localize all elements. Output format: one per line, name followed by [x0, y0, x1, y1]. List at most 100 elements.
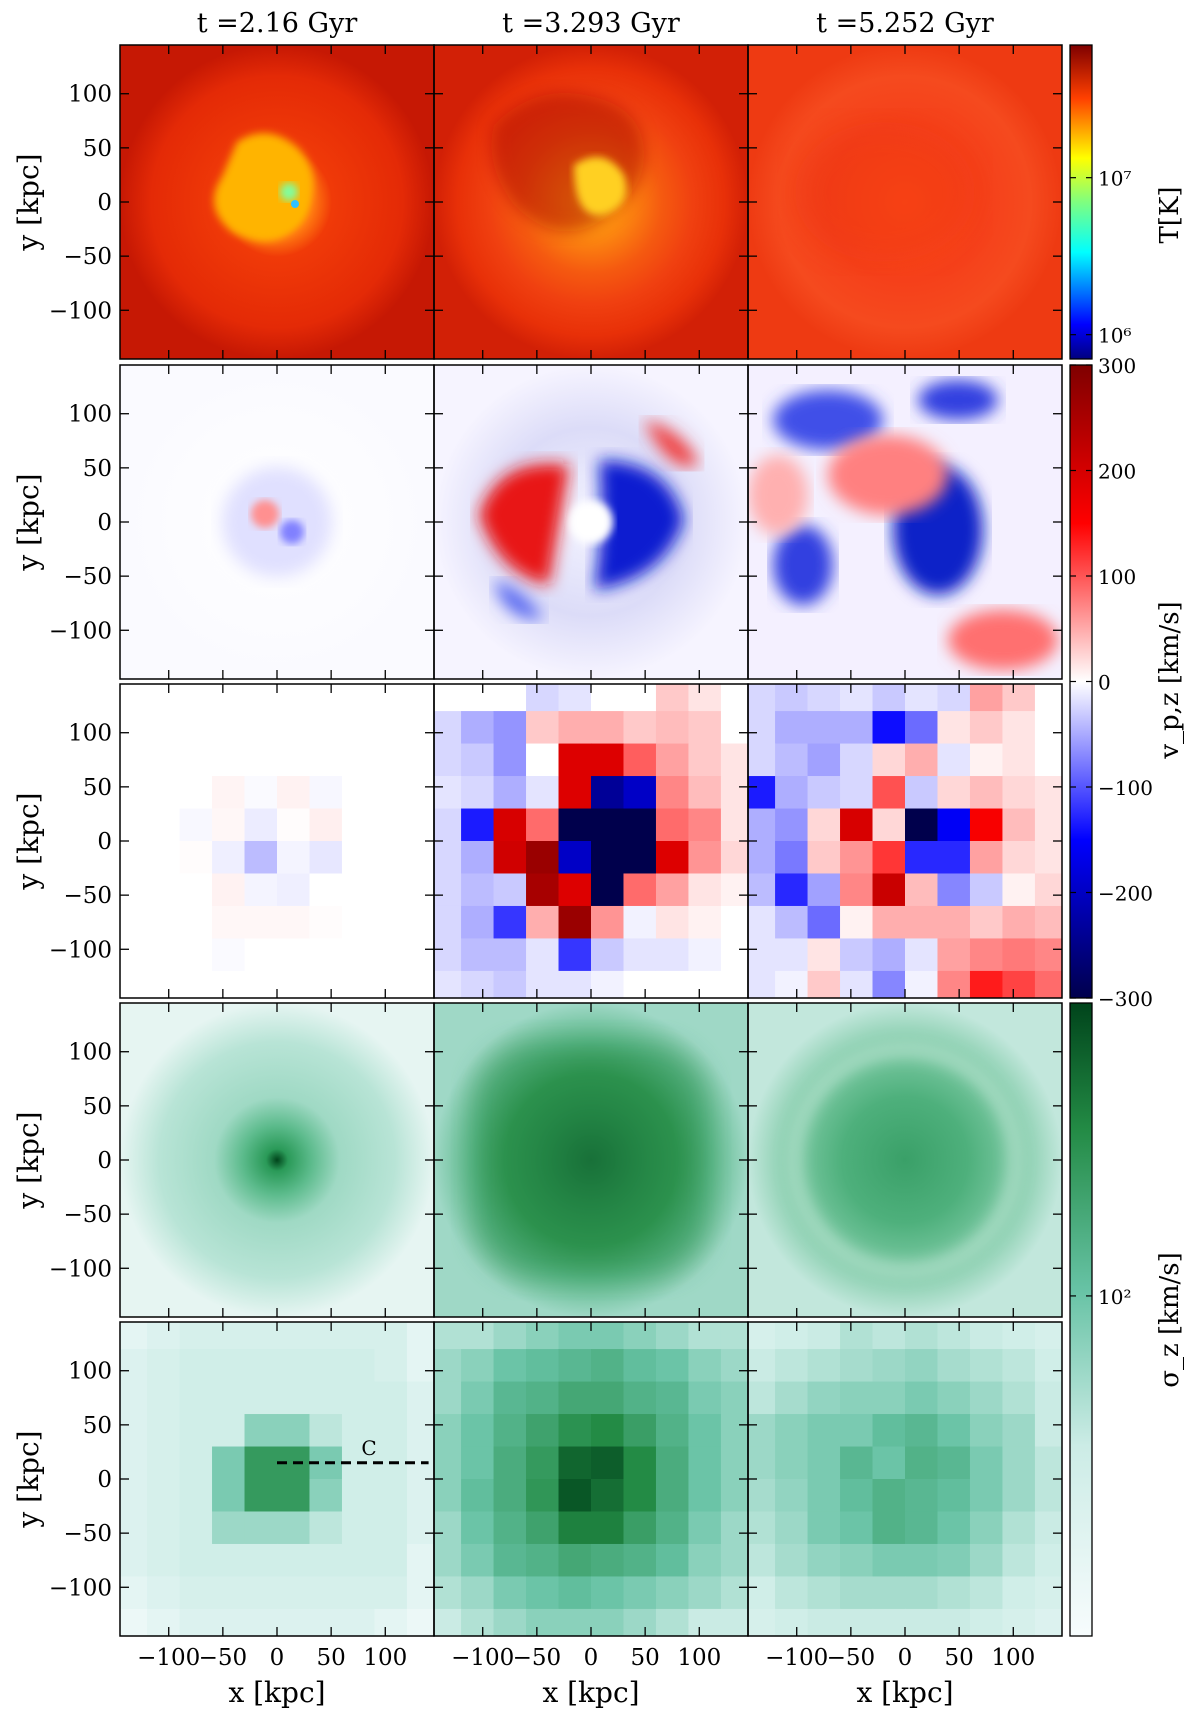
y-tick-label: 100 [68, 1040, 112, 1066]
velocity-bin [374, 938, 408, 972]
velocity-bin [807, 970, 841, 998]
y-tick-label: −50 [63, 244, 112, 270]
dispersion-bin [244, 1479, 278, 1513]
velocity-bin [623, 743, 657, 777]
dispersion-bin [775, 1322, 809, 1350]
velocity-bin [623, 873, 657, 907]
dispersion-bin [493, 1414, 527, 1448]
dispersion-bin [1034, 1446, 1062, 1480]
y-tick-label: 50 [83, 775, 112, 801]
dispersion-bin [434, 1414, 462, 1448]
velocity-bin [147, 743, 181, 777]
dispersion-bin [244, 1381, 278, 1415]
velocity-bin [688, 684, 722, 712]
dispersion-bin [655, 1608, 690, 1636]
velocity-bin [493, 711, 527, 745]
dispersion-bin [872, 1381, 906, 1415]
velocity-bin [374, 684, 408, 712]
velocity-bin [937, 970, 971, 998]
velocity-bin [807, 873, 841, 907]
velocity-bin [277, 808, 311, 842]
dispersion-bin [179, 1349, 213, 1383]
velocity-bin [244, 841, 278, 875]
dispersion-bin [1034, 1543, 1062, 1578]
velocity-bin [493, 776, 527, 810]
velocity-bin [558, 684, 592, 712]
velocity-bin [872, 743, 906, 777]
velocity-bin [341, 841, 376, 875]
velocity-bin [937, 938, 971, 972]
velocity-bin [720, 711, 748, 745]
dispersion-colorbar: 10² σ_z [km/s] [1069, 1002, 1185, 1637]
velocity-bin [1002, 743, 1036, 777]
velocity-bin [905, 905, 939, 940]
velocity-bin [1034, 841, 1062, 875]
velocity-bin [244, 776, 278, 810]
velocity-bin [120, 970, 148, 998]
velocity-bin [120, 808, 148, 842]
velocity-bin [807, 841, 841, 875]
velocity-bin [1002, 970, 1036, 998]
velocity-bin [179, 776, 213, 810]
dispersion-bin [277, 1349, 311, 1383]
velocity-bin [720, 808, 748, 842]
dispersion-bin [872, 1608, 906, 1636]
dispersion-bin [406, 1576, 434, 1610]
dispersion-bin [1034, 1414, 1062, 1448]
dispersion-bin [526, 1322, 560, 1350]
dispersion-bin [558, 1576, 592, 1610]
dispersion-bin [840, 1381, 874, 1415]
velocity-bin [840, 808, 874, 842]
dispersion-bin [623, 1608, 657, 1636]
velocity-bin [341, 970, 376, 998]
velocity-bin [905, 938, 939, 972]
velocity-bin [147, 970, 181, 998]
velocity-bin [341, 743, 376, 777]
velocity-bin [526, 841, 560, 875]
y-tick-label: 0 [97, 829, 112, 855]
velocity-bin [775, 808, 809, 842]
dispersion-bin [840, 1322, 874, 1350]
velocity-bin [748, 684, 776, 712]
colorbar-tick-label: 100 [1098, 565, 1136, 589]
velocity-bin [905, 970, 939, 998]
velocity-bin [244, 905, 278, 940]
dispersion-bin [493, 1349, 527, 1383]
y-tick-label: −100 [49, 1256, 112, 1282]
velocity-bin [406, 776, 434, 810]
dispersion-bin [309, 1511, 343, 1545]
velocity-bin [434, 970, 462, 998]
dispersion-bin [341, 1322, 376, 1350]
velocity-bin [461, 776, 495, 810]
velocity-bin [493, 743, 527, 777]
velocity-bin [655, 684, 690, 712]
colorbar-tick-label: 10² [1098, 1285, 1131, 1309]
velocity-bin [937, 873, 971, 907]
velocity-bin [434, 873, 462, 907]
dispersion-bin [655, 1322, 690, 1350]
dispersion-bin [688, 1608, 722, 1636]
dispersion-bin [212, 1446, 246, 1480]
temperature-map-t3 [748, 45, 1062, 359]
velocity-bin [277, 938, 311, 972]
velocity-bin [374, 873, 408, 907]
dispersion-bin [748, 1543, 776, 1578]
velocity-bin [688, 905, 722, 940]
dispersion-bin [341, 1511, 376, 1545]
velocity-bin [688, 970, 722, 998]
binned-velocity-map-t2 [434, 684, 748, 998]
dispersion-bin [872, 1446, 906, 1480]
velocity-bin [558, 905, 592, 940]
velocity-bin [434, 905, 462, 940]
x-tick-label: 0 [898, 1645, 913, 1671]
velocity-bin [374, 905, 408, 940]
velocity-bin [374, 808, 408, 842]
dispersion-bin [434, 1322, 462, 1350]
velocity-bin [937, 808, 971, 842]
velocity-bin [179, 684, 213, 712]
dispersion-bin [461, 1381, 495, 1415]
dispersion-bin [434, 1349, 462, 1383]
dispersion-bin [212, 1608, 246, 1636]
velocity-bin [1034, 905, 1062, 940]
